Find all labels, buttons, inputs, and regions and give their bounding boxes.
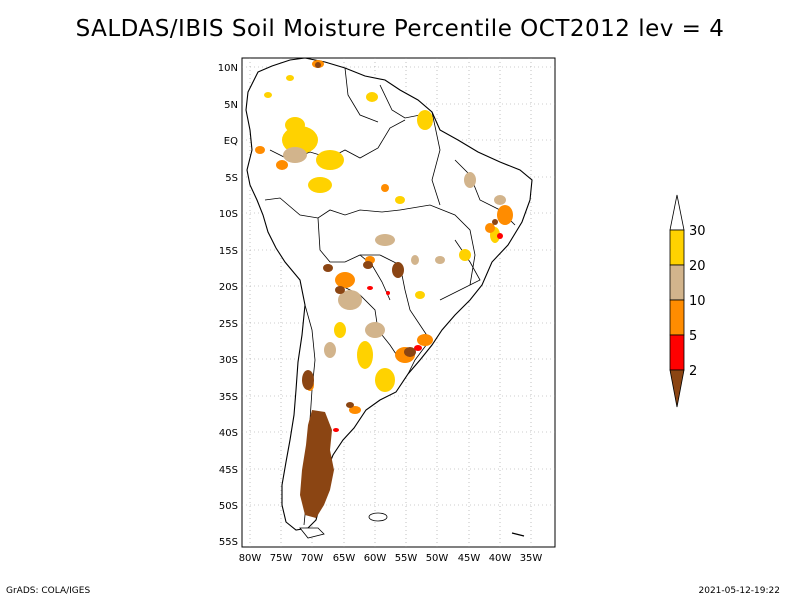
legend-label-20: 20 xyxy=(689,259,706,274)
legend-label-30: 30 xyxy=(689,224,706,239)
lon-label-65w: 65W xyxy=(333,553,356,564)
lon-label-75w: 75W xyxy=(270,553,293,564)
timestamp: 2021-05-12-19:22 xyxy=(698,586,781,596)
lat-label-35s: 35S xyxy=(219,392,238,403)
lat-label-25s: 25S xyxy=(219,319,238,330)
legend-labels: 30 20 10 5 2 xyxy=(689,224,706,379)
lat-label-30s: 30S xyxy=(219,355,238,366)
legend-label-10: 10 xyxy=(689,294,706,309)
latitude-labels: 10N 5N EQ 5S 10S 15S 20S 25S 30S 35S 40S… xyxy=(218,63,238,548)
lat-label-5n: 5N xyxy=(224,100,238,111)
legend-swatch-above-30 xyxy=(669,194,685,231)
grads-credit: GrADS: COLA/IGES xyxy=(6,586,91,596)
map-frame xyxy=(241,57,556,548)
tierra-del-fuego xyxy=(299,527,325,539)
legend-swatch-2-5 xyxy=(669,334,685,371)
legend-swatch-20-30 xyxy=(669,229,685,266)
lon-label-70w: 70W xyxy=(301,553,324,564)
lon-label-40w: 40W xyxy=(489,553,512,564)
legend-swatch-5-10 xyxy=(669,299,685,336)
lon-label-35w: 35W xyxy=(520,553,543,564)
lat-label-15s: 15S xyxy=(219,246,238,257)
falkland-islands xyxy=(368,512,388,522)
south-georgia xyxy=(511,532,525,537)
lat-label-50s: 50S xyxy=(219,501,238,512)
legend-label-2: 2 xyxy=(689,364,697,379)
lon-label-60w: 60W xyxy=(364,553,387,564)
lat-label-eq: EQ xyxy=(224,136,238,147)
lat-label-5s: 5S xyxy=(225,173,238,184)
color-legend xyxy=(669,194,685,408)
map-title: SALDAS/IBIS Soil Moisture Percentile OCT… xyxy=(75,16,725,42)
lat-label-45s: 45S xyxy=(219,465,238,476)
patches-10-20 xyxy=(283,147,506,358)
legend-label-5: 5 xyxy=(689,329,697,344)
lon-label-50w: 50W xyxy=(426,553,449,564)
legend-swatch-10-20 xyxy=(669,264,685,301)
lat-label-40s: 40S xyxy=(219,428,238,439)
moisture-patches xyxy=(255,60,513,518)
patches-2-5 xyxy=(333,233,503,432)
lon-label-45w: 45W xyxy=(458,553,481,564)
lon-label-55w: 55W xyxy=(395,553,418,564)
longitude-labels: 80W 75W 70W 65W 60W 55W 50W 45W 40W 35W xyxy=(239,553,543,564)
legend-swatch-below-2 xyxy=(669,369,685,408)
lat-label-20s: 20S xyxy=(219,282,238,293)
lat-label-10s: 10S xyxy=(219,209,238,220)
lat-label-55s: 55S xyxy=(219,537,238,548)
lon-label-80w: 80W xyxy=(239,553,262,564)
lat-label-10n: 10N xyxy=(218,63,238,74)
patches-20-30 xyxy=(264,75,500,392)
patches-below-2 xyxy=(300,62,498,518)
